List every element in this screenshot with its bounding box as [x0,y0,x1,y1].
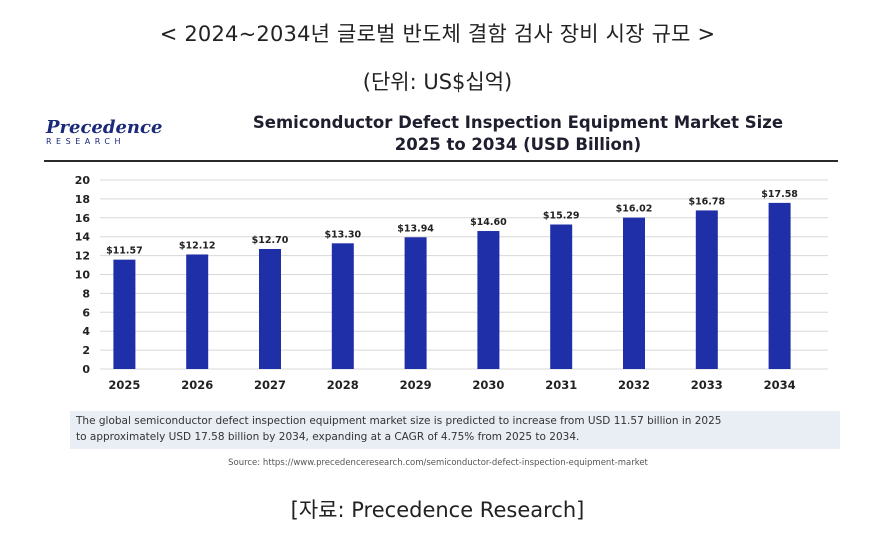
x-tick-label: 2031 [545,378,577,392]
x-tick-label: 2032 [618,378,650,392]
source-note: [자료: Precedence Research] [290,498,585,522]
x-tick-label: 2028 [327,378,359,392]
bar-value-label: $12.70 [252,235,289,246]
y-tick-label: 6 [82,306,90,319]
bar-chart: 0 2 4 6 8 10 12 14 16 18 20 $11.57 2025 $12.12 2026 $12… [75,174,828,392]
y-tick-label: 0 [82,363,90,376]
y-tick-label: 14 [75,231,91,244]
bar-value-label: $16.78 [688,196,725,207]
bar [186,254,209,369]
figure-description-line-2: to approximately USD 17.58 billion by 20… [76,431,580,443]
x-tick-label: 2029 [400,378,432,392]
x-tick-label: 2034 [764,378,796,392]
bar [259,248,281,369]
page-title: < 2024~2034년 글로벌 반도체 결함 검사 장비 시장 규모 > [159,22,716,46]
bar [550,224,573,369]
y-tick-label: 20 [75,174,91,187]
x-tick-label: 2027 [254,378,286,392]
x-tick-label: 2025 [108,378,140,392]
bar [768,202,791,369]
figure-description: The global semiconductor defect inspecti… [70,411,840,449]
bar-value-label: $11.57 [106,246,143,257]
y-tick-label: 4 [82,325,90,338]
bar-value-label: $12.12 [179,240,216,251]
logo-main-text: Precedence [46,117,163,138]
figure-description-line-1: The global semiconductor defect inspecti… [76,415,722,427]
precedence-logo: Precedence RESEARCH [46,118,176,154]
y-tick-label: 16 [75,212,91,225]
bar-value-label: $17.58 [761,189,798,200]
bar [404,237,427,369]
figure-source: Source: https://www.precedenceresearch.c… [228,458,648,468]
chart-title-block: Semiconductor Defect Inspection Equipmen… [208,112,828,156]
x-tick-label: 2033 [691,378,723,392]
bar [623,217,645,369]
bar-value-label: $13.94 [397,223,434,234]
title-divider [44,160,838,162]
y-tick-label: 2 [82,344,90,357]
x-tick-label: 2026 [181,378,213,392]
logo-sub-text: RESEARCH [46,137,125,146]
bar [331,243,354,369]
x-tick-label: 2030 [472,378,504,392]
bar-value-label: $15.29 [543,211,580,222]
y-tick-label: 8 [82,287,90,300]
chart-figure: Precedence RESEARCH Semiconductor Defect… [38,108,840,482]
chart-subtitle: 2025 to 2034 (USD Billion) [394,135,642,154]
bar [113,259,136,369]
bar-value-label: $16.02 [616,204,653,215]
chart-title: Semiconductor Defect Inspection Equipmen… [252,113,784,132]
y-tick-label: 18 [75,193,90,206]
bar-value-label: $14.60 [470,217,507,228]
y-tick-label: 12 [75,250,90,263]
bar [695,210,718,369]
bar [477,231,500,369]
y-tick-label: 10 [75,269,91,282]
bar-value-label: $13.30 [324,229,361,240]
unit-note: (단위: US$십억) [362,70,513,94]
